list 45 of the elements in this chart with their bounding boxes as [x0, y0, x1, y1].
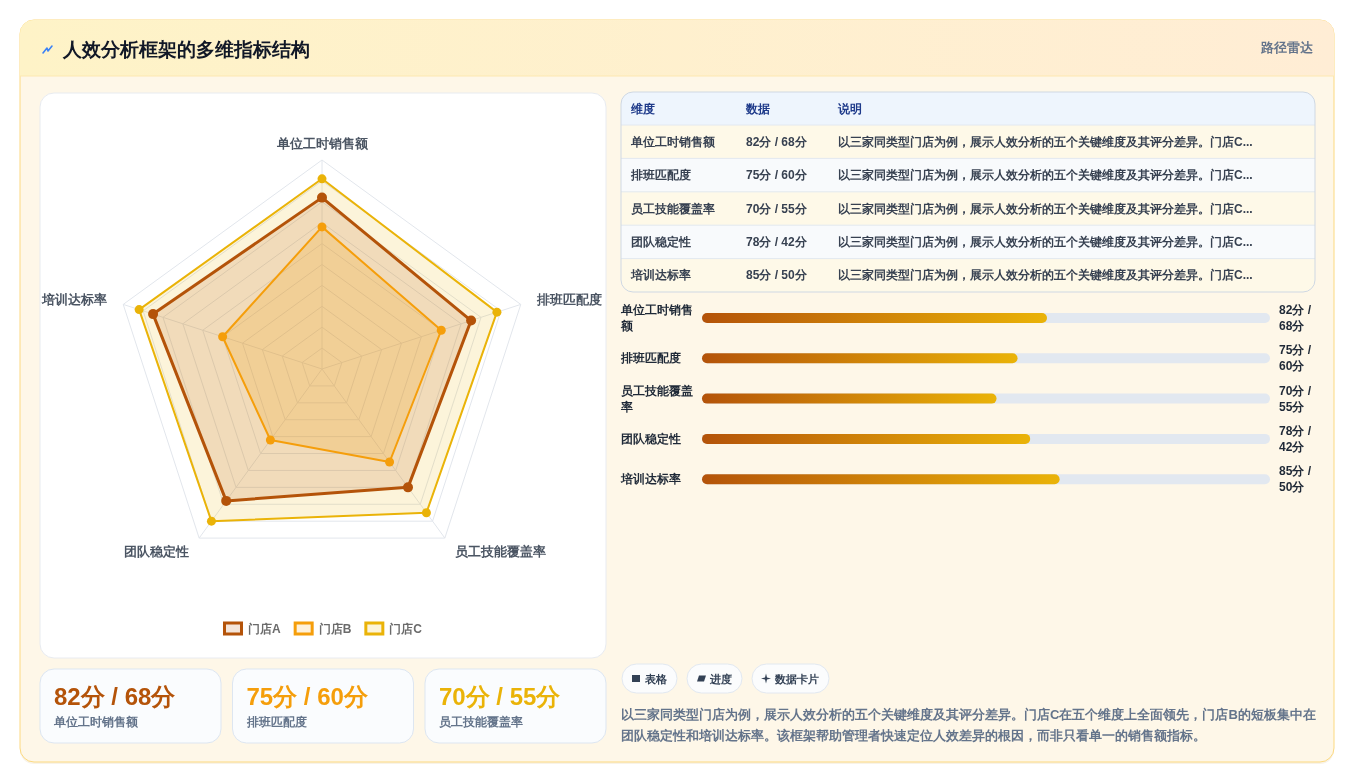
data-label: 85分 / 50分 [1279, 464, 1312, 495]
text: 78分 / 42分 [746, 234, 807, 249]
spoke-label: 排班匹配度 [535, 291, 602, 307]
data-label: 78分 / 42分 [1279, 423, 1312, 454]
data-label: 75分 / 60分 [1279, 343, 1312, 374]
category-label: 排班匹配度 [245, 715, 307, 729]
text: 70分 / 55分 [746, 201, 807, 216]
spoke-label: 培训达标率 [41, 291, 108, 307]
y-tick-label: 单位工时销售额 [620, 303, 693, 333]
category-label: 说明 [837, 101, 862, 116]
category-label: 员工技能覆盖率 [631, 201, 715, 216]
text: 70分 / 55分 [439, 683, 561, 710]
text: 82分 / 68分 [54, 683, 176, 710]
spoke-label: 员工技能覆盖率 [454, 544, 546, 560]
legend-label: 门店A [247, 622, 281, 636]
data-label: 82分 / 68分 [1279, 303, 1312, 333]
spoke-label: 团队稳定性 [124, 544, 190, 560]
y-tick-label: 员工技能覆盖率 [620, 383, 693, 414]
spoke-label: 单位工时销售额 [275, 135, 369, 151]
category-label: 单位工时销售额 [53, 715, 139, 729]
category-label: 员工技能覆盖率 [439, 715, 523, 729]
text: 以三家同类型门店为例，展示人效分析的五个关键维度及其评分差异。门店C在五个维度上全面领先，门店B的短板集中在团队稳定性和培训达标率。该框架帮助管理者快速定位人效差异的根因，而非只看单一的销售额指标。 [621, 707, 1316, 743]
text: 75分 / 60分 [246, 683, 368, 710]
text: 85分 / 50分 [746, 268, 807, 283]
text: 以三家同类型门店为例，展示人效分析的五个关键维度及其评分差异。门店C... [838, 268, 1253, 283]
text: 以三家同类型门店为例，展示人效分析的五个关键维度及其评分差异。门店C... [838, 168, 1253, 183]
text: 路径雷达 [1260, 41, 1313, 55]
legend-label: 门店B [318, 622, 352, 636]
category-label: 表格 [644, 672, 668, 685]
legend-label: 门店C [389, 622, 423, 636]
text: 75分 / 60分 [746, 168, 807, 183]
text: 以三家同类型门店为例，展示人效分析的五个关键维度及其评分差异。门店C... [838, 134, 1253, 149]
text: 82分 / 68分 [746, 134, 807, 149]
y-tick-label: 团队稳定性 [621, 431, 681, 446]
text: 人效分析框架的多维指标结构 [62, 39, 310, 60]
text: 以三家同类型门店为例，展示人效分析的五个关键维度及其评分差异。门店C... [838, 201, 1253, 216]
category-label: 数据卡片 [774, 672, 819, 685]
text: 以三家同类型门店为例，展示人效分析的五个关键维度及其评分差异。门店C... [838, 234, 1253, 249]
y-tick-label: 排班匹配度 [620, 351, 681, 366]
text: 维度 [630, 101, 655, 116]
category-label: 数据 [745, 101, 770, 116]
category-label: 单位工时销售额 [631, 134, 715, 149]
category-label: 进度 [709, 672, 732, 685]
y-tick-label: 培训达标率 [620, 472, 681, 487]
data-label: 70分 / 55分 [1279, 383, 1312, 414]
